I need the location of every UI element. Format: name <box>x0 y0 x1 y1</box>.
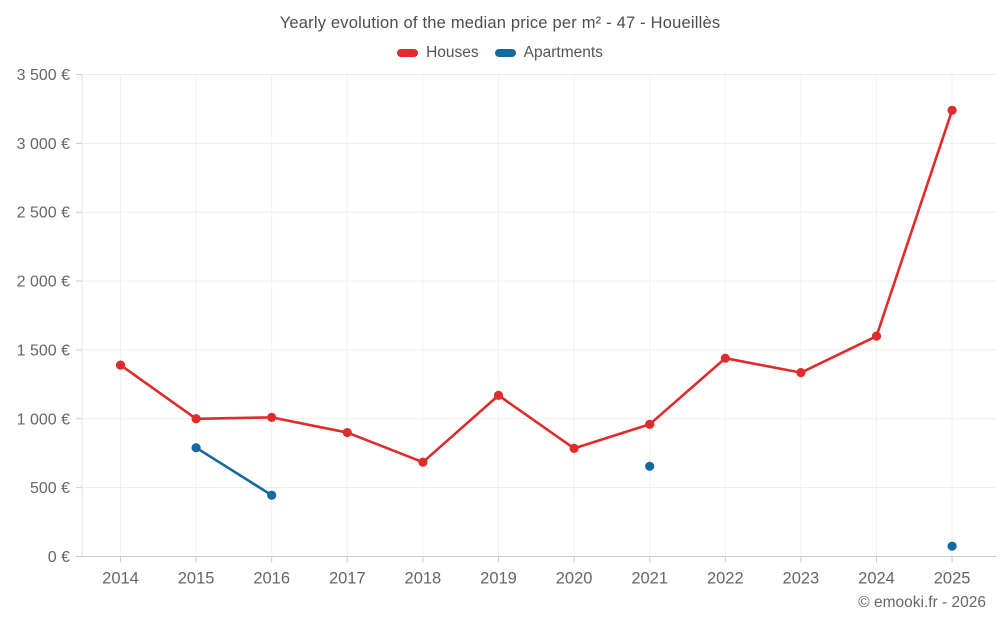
x-axis-tick-label: 2023 <box>783 570 820 588</box>
data-point-houses-2025[interactable] <box>947 105 957 115</box>
x-axis-tick-label: 2019 <box>480 570 517 588</box>
data-point-houses-2021[interactable] <box>645 419 655 429</box>
legend: Houses Apartments <box>0 44 1000 62</box>
apartments-legend-swatch-icon <box>494 49 516 57</box>
x-axis-tick-label: 2021 <box>631 570 668 588</box>
x-axis-tick-label: 2015 <box>178 570 215 588</box>
houses-line <box>119 109 954 464</box>
data-point-houses-2022[interactable] <box>720 353 730 363</box>
y-axis-tick-label: 2 500 € <box>17 205 70 222</box>
x-axis-tick-label: 2020 <box>556 570 593 588</box>
y-axis-tick-label: 3 500 € <box>17 67 70 84</box>
x-axis-tick-label: 2022 <box>707 570 744 588</box>
x-axis-tick-label: 2014 <box>102 570 139 588</box>
data-point-apartments-2025[interactable] <box>947 541 957 551</box>
y-axis-tick-label: 1 000 € <box>17 411 70 428</box>
legend-item-apartments[interactable]: Apartments <box>494 44 603 62</box>
x-axis-tick-label: 2025 <box>934 570 971 588</box>
legend-item-houses[interactable]: Houses <box>397 44 479 62</box>
data-point-houses-2014[interactable] <box>115 360 126 370</box>
y-axis-tick-label: 1 500 € <box>17 342 70 359</box>
chart-title: Yearly evolution of the median price per… <box>279 14 721 32</box>
data-point-houses-2020[interactable] <box>569 443 579 453</box>
data-point-houses-2017[interactable] <box>342 427 352 438</box>
data-point-houses-2023[interactable] <box>796 368 806 378</box>
data-point-houses-2019[interactable] <box>493 390 504 400</box>
legend-label-apartments: Apartments <box>523 44 603 61</box>
x-axis-tick-label: 2016 <box>253 570 290 588</box>
data-point-houses-2015[interactable] <box>191 414 201 424</box>
data-point-houses-2018[interactable] <box>418 457 428 467</box>
apartments-line <box>194 446 274 497</box>
y-axis-tick-label: 500 € <box>30 480 70 497</box>
data-point-apartments-2015[interactable] <box>191 443 201 453</box>
legend-label-houses: Houses <box>426 44 479 61</box>
y-axis-tick-label: 2 000 € <box>17 274 70 291</box>
houses-legend-swatch-icon <box>397 49 419 57</box>
x-axis-tick-label: 2017 <box>329 570 366 588</box>
y-axis-tick-label: 0 € <box>48 549 70 566</box>
data-point-houses-2024[interactable] <box>871 331 882 341</box>
x-axis-tick-label: 2018 <box>405 570 442 588</box>
copyright-attribution: © emooki.fr - 2026 <box>858 594 986 611</box>
data-point-apartments-2021[interactable] <box>645 461 655 471</box>
data-point-apartments-2016[interactable] <box>267 490 277 500</box>
y-axis-tick-label: 3 000 € <box>17 136 70 153</box>
data-point-houses-2016[interactable] <box>267 412 277 423</box>
x-axis-tick-label: 2024 <box>858 570 895 588</box>
